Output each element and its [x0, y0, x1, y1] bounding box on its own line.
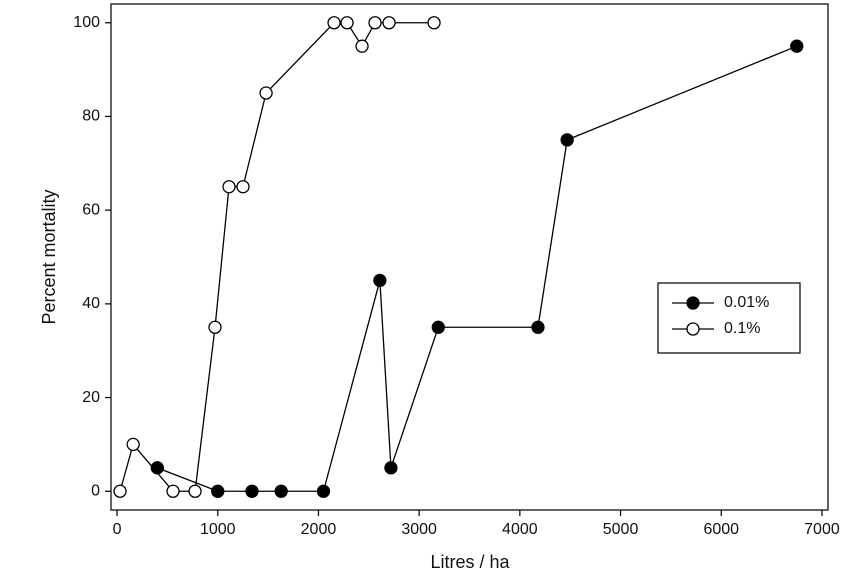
- data-point: [188, 484, 202, 498]
- data-point: [327, 16, 341, 30]
- data-point: [531, 320, 545, 334]
- series-line: [119, 22, 435, 492]
- y-tick-label: 40: [82, 295, 100, 312]
- data-point: [431, 320, 445, 334]
- x-tick-label: 4000: [502, 521, 538, 538]
- data-point: [790, 39, 804, 53]
- x-axis-label: Litres / ha: [430, 552, 510, 572]
- data-point: [245, 484, 259, 498]
- data-point: [373, 273, 387, 288]
- data-point: [166, 484, 180, 498]
- data-point: [316, 484, 331, 498]
- data-point: [340, 16, 354, 30]
- x-tick-label: 3000: [401, 521, 437, 538]
- data-point: [382, 16, 396, 30]
- data-point: [208, 320, 222, 334]
- plot-frame: [110, 3, 829, 511]
- x-tick-label: 6000: [703, 521, 739, 538]
- y-axis-label: Percent mortality: [39, 189, 59, 324]
- data-point: [427, 16, 441, 30]
- data-point: [211, 484, 225, 498]
- data-point: [126, 437, 140, 452]
- data-point: [274, 484, 288, 498]
- x-tick-label: 2000: [301, 521, 337, 538]
- legend-box: [657, 282, 801, 354]
- data-point: [259, 86, 273, 100]
- y-tick-label: 100: [73, 14, 100, 31]
- legend-label: 0.1%: [724, 320, 760, 337]
- x-tick-label: 0: [113, 521, 122, 538]
- data-point: [236, 180, 250, 194]
- y-tick-label: 20: [82, 389, 100, 406]
- series-line: [157, 45, 798, 492]
- y-tick-label: 80: [82, 108, 100, 125]
- x-tick-label: 1000: [200, 521, 236, 538]
- y-tick-label: 60: [82, 201, 100, 218]
- data-point: [355, 39, 369, 53]
- legend-marker: [686, 322, 700, 336]
- data-point: [222, 180, 236, 194]
- data-point: [560, 133, 574, 147]
- data-point: [368, 16, 382, 30]
- data-point: [150, 461, 164, 475]
- x-tick-label: 5000: [603, 521, 639, 538]
- legend-label: 0.01%: [724, 294, 769, 311]
- legend-marker: [686, 296, 700, 310]
- data-point: [113, 484, 127, 498]
- x-tick-label: 7000: [804, 521, 840, 538]
- y-tick-label: 0: [91, 482, 100, 499]
- data-point: [384, 461, 398, 475]
